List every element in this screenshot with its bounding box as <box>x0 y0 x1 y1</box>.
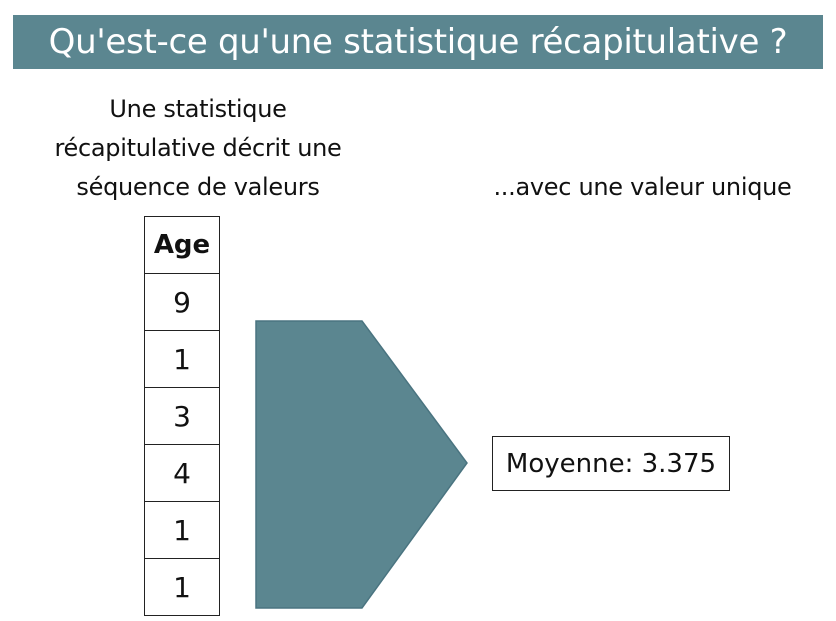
description-right: ...avec une valeur unique <box>493 173 792 201</box>
age-table: Age 9 1 3 4 1 1 <box>144 216 220 616</box>
description-line: Une statistique <box>109 95 287 123</box>
table-row: 1 <box>144 558 220 616</box>
table-header-row: Age <box>144 216 220 274</box>
result-label: Moyenne: <box>505 448 642 479</box>
table-row: 3 <box>144 387 220 445</box>
table-cell: 9 <box>144 273 220 331</box>
table-cell: 4 <box>144 444 220 502</box>
description-line: récapitulative décrit une <box>54 134 342 162</box>
table-row: 1 <box>144 501 220 559</box>
description-line: séquence de valeurs <box>76 173 320 201</box>
description-left: Une statistique récapitulative décrit un… <box>28 90 368 207</box>
pentagon-arrow-right-icon <box>255 320 468 609</box>
result-value: 3.375 <box>641 448 717 479</box>
table-cell: 3 <box>144 387 220 445</box>
table-row: 4 <box>144 444 220 502</box>
table-cell: 1 <box>144 330 220 388</box>
table-row: 9 <box>144 273 220 331</box>
table-header-age: Age <box>144 216 220 274</box>
table-cell: 1 <box>144 501 220 559</box>
table-cell: 1 <box>144 558 220 616</box>
slide-title: Qu'est-ce qu'une statistique récapitulat… <box>13 15 823 69</box>
table-row: 1 <box>144 330 220 388</box>
result-box: Moyenne: 3.375 <box>492 436 730 491</box>
